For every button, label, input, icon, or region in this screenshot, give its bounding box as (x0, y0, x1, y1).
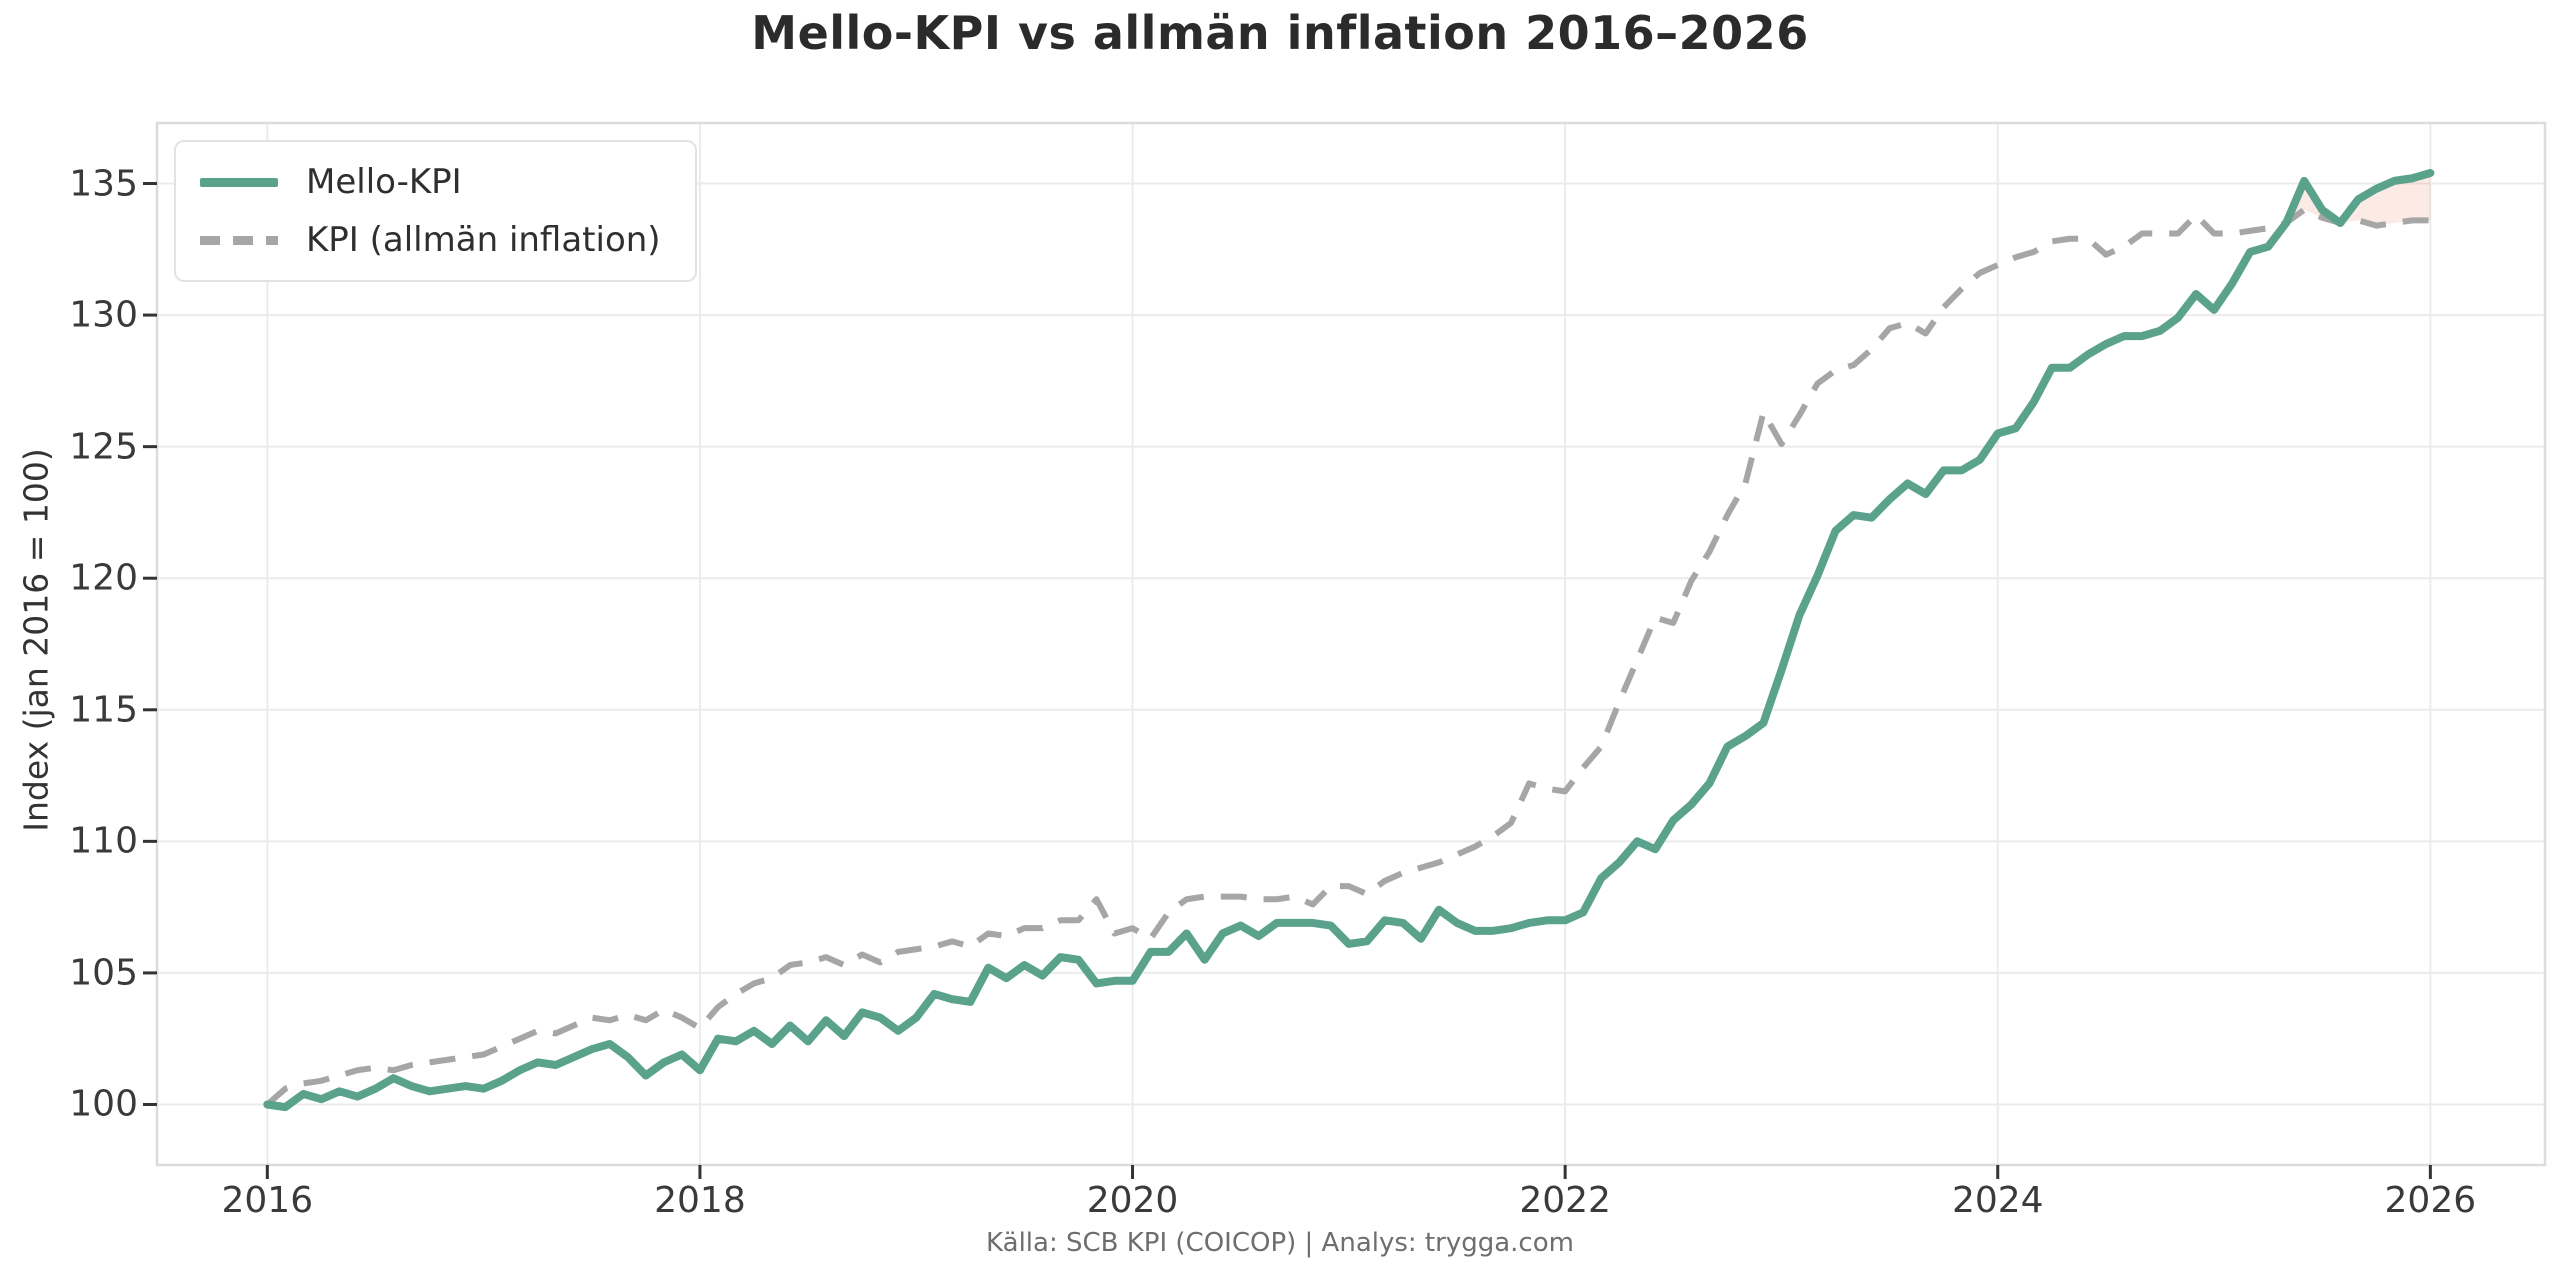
y-tick-label: 130 (69, 294, 138, 336)
x-tick-label: 2016 (221, 1180, 314, 1221)
y-tick-label: 115 (69, 689, 138, 731)
legend-item-mello-kpi: Mello-KPI (200, 162, 661, 202)
kpi-dashed-line-swatch-icon (200, 235, 278, 245)
x-tick-label: 2026 (2384, 1180, 2477, 1221)
chart-title: Mello-KPI vs allmän inflation 2016–2026 (751, 6, 1809, 60)
mello-kpi-line-swatch-icon (200, 177, 278, 187)
y-tick-label: 125 (69, 426, 138, 468)
source-footer: Källa: SCB KPI (COICOP) | Analys: trygga… (986, 1228, 1574, 1258)
y-tick-label: 100 (69, 1083, 138, 1125)
y-tick-label: 120 (69, 557, 138, 599)
chart-legend: Mello-KPI KPI (allmän inflation) (174, 140, 697, 282)
y-tick-label: 110 (69, 820, 138, 862)
legend-label: Mello-KPI (306, 162, 462, 202)
x-tick-label: 2018 (654, 1180, 746, 1221)
x-tick-label: 2024 (1951, 1180, 2044, 1221)
x-tick-label: 2022 (1519, 1180, 1611, 1221)
x-tick-label: 2020 (1086, 1180, 1179, 1221)
legend-label: KPI (allmän inflation) (306, 220, 661, 260)
legend-item-kpi-allman: KPI (allmän inflation) (200, 220, 661, 260)
y-tick-label: 105 (69, 952, 138, 994)
y-tick-label: 135 (69, 163, 138, 205)
